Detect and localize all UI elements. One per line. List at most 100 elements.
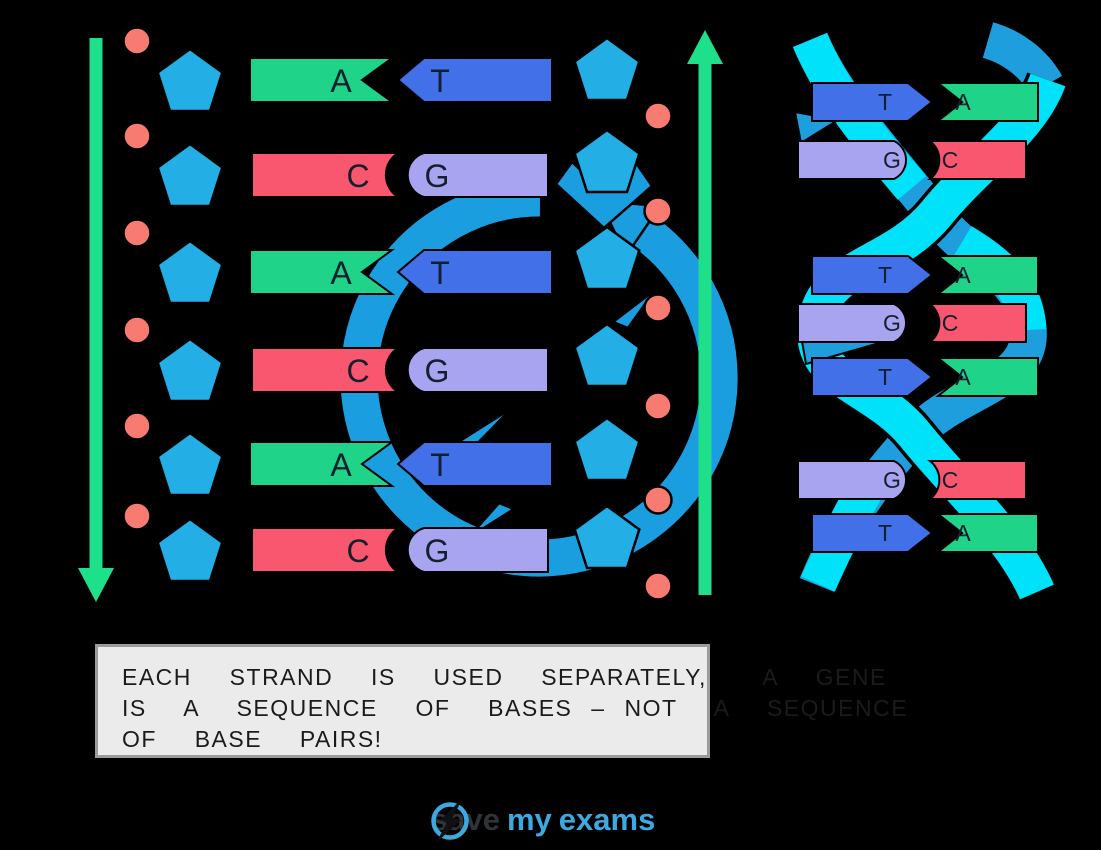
- base-letter: C: [346, 533, 369, 569]
- sugar-pentagon: [156, 337, 224, 403]
- sugar-pentagon: [156, 239, 224, 305]
- helix-base-pair: G C: [797, 460, 1027, 500]
- thymine-base: [811, 82, 934, 122]
- base-letter: A: [955, 520, 971, 546]
- savemyexams-logo: save my exams: [426, 795, 655, 845]
- right-strand-direction-arrow: [687, 30, 723, 595]
- base-letter: G: [883, 310, 901, 336]
- phosphate-circle: [122, 501, 152, 531]
- phosphate-circle: [643, 101, 673, 131]
- base-letter: T: [430, 447, 450, 483]
- caption-line: OF BASE PAIRS!: [122, 726, 383, 752]
- guanine-base: [406, 527, 549, 573]
- adenine-base: [249, 441, 396, 487]
- lightning-bolt-icon: [431, 798, 469, 843]
- base-letter: C: [942, 467, 959, 493]
- base-letter: G: [425, 353, 450, 389]
- thymine-base: [811, 513, 934, 553]
- caption-line: IS A SEQUENCE OF BASES – NOT A SEQUENCE: [122, 695, 909, 721]
- guanine-base: [797, 460, 907, 500]
- sugar-pentagon: [573, 36, 641, 102]
- base-letter: T: [878, 89, 892, 115]
- guanine-base: [406, 152, 549, 198]
- base-letter: A: [330, 255, 352, 291]
- caption-box: EACH STRAND IS USED SEPARATELY, A GENE I…: [95, 644, 909, 758]
- helix-base-pair: G C: [797, 303, 1027, 343]
- base-pair-row: C G: [251, 527, 549, 573]
- up-arrow-head-icon: [687, 30, 723, 64]
- base-letter: G: [425, 533, 450, 569]
- phosphate-circle: [122, 315, 152, 345]
- phosphate-circle: [643, 571, 673, 601]
- down-arrow-head-icon: [78, 568, 114, 602]
- base-letter: G: [883, 147, 901, 173]
- cycle-arrow-spike-2: [610, 289, 657, 330]
- base-pair-row: A T: [249, 57, 553, 103]
- sugar-pentagon: [156, 47, 224, 113]
- phosphate-circle: [643, 485, 673, 515]
- left-strand-backbone: [122, 26, 224, 583]
- base-letter: G: [425, 158, 450, 194]
- base-letter: T: [878, 262, 892, 288]
- sugar-pentagon: [573, 128, 641, 194]
- guanine-base: [797, 303, 907, 343]
- base-letter: T: [430, 255, 450, 291]
- base-pair-row: C G: [251, 347, 549, 393]
- adenine-base: [935, 82, 1039, 122]
- adenine-base: [935, 255, 1039, 295]
- base-letter: A: [955, 364, 971, 390]
- adenine-base: [935, 357, 1039, 397]
- cytosine-base: [251, 527, 402, 573]
- base-pair-row: A T: [249, 249, 553, 295]
- adenine-base: [249, 249, 396, 295]
- helix-base-pair: T A: [811, 357, 1039, 397]
- base-letter: C: [346, 353, 369, 389]
- base-letter: T: [878, 364, 892, 390]
- phosphate-circle: [122, 411, 152, 441]
- thymine-base: [811, 357, 934, 397]
- cytosine-base: [927, 140, 1027, 180]
- cytosine-base: [927, 460, 1027, 500]
- base-pair-row: A T: [249, 441, 553, 487]
- phosphate-circle: [122, 218, 152, 248]
- base-letter: T: [878, 520, 892, 546]
- thymine-base: [396, 441, 553, 487]
- sugar-pentagon: [156, 142, 224, 208]
- phosphate-circle: [643, 391, 673, 421]
- base-letter: C: [346, 158, 369, 194]
- sugar-pentagon: [573, 416, 641, 482]
- base-letter: A: [330, 63, 352, 99]
- base-letter: A: [330, 447, 352, 483]
- helix-base-pair: T A: [811, 513, 1039, 553]
- logo-word-my: my: [506, 802, 552, 837]
- base-letter: G: [883, 467, 901, 493]
- logo-word-exams: exams: [558, 802, 656, 837]
- cytosine-base: [251, 347, 402, 393]
- sugar-pentagon: [573, 322, 641, 388]
- caption-line: EACH STRAND IS USED SEPARATELY, A GENE: [122, 664, 887, 690]
- adenine-base: [249, 57, 396, 103]
- base-letter: C: [942, 147, 959, 173]
- ladder-base-pairs: A T C G A T C G A T: [249, 57, 553, 573]
- phosphate-circle: [122, 121, 152, 151]
- base-letter: T: [430, 63, 450, 99]
- base-pair-row: C G: [251, 152, 549, 198]
- base-letter: A: [955, 89, 971, 115]
- cytosine-base: [927, 303, 1027, 343]
- adenine-base: [935, 513, 1039, 553]
- phosphate-circle: [122, 26, 152, 56]
- right-strand-backbone: [573, 36, 673, 601]
- thymine-base: [396, 249, 553, 295]
- logo-bolt-shape: [436, 798, 463, 843]
- helix-base-pair: G C: [797, 140, 1027, 180]
- helix-base-pair: T A: [811, 82, 1039, 122]
- sugar-pentagon: [156, 517, 224, 583]
- guanine-base: [797, 140, 907, 180]
- phosphate-circle: [643, 293, 673, 323]
- cytosine-base: [251, 152, 402, 198]
- sugar-pentagon: [156, 431, 224, 497]
- thymine-base: [396, 57, 553, 103]
- guanine-base: [406, 347, 549, 393]
